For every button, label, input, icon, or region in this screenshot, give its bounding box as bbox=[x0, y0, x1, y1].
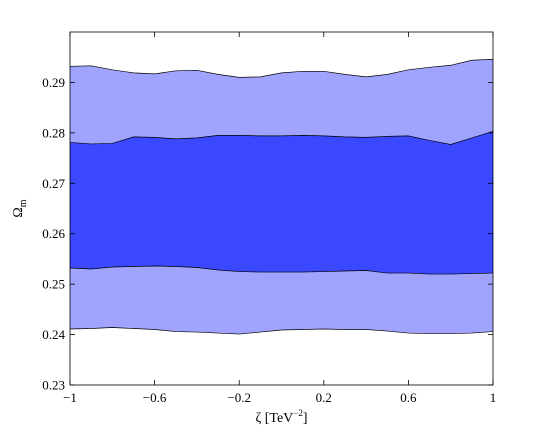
inner-region-lower-contour bbox=[69, 265, 494, 275]
y-tick-label: 0.24 bbox=[42, 327, 65, 342]
outer-region-lower-contour bbox=[69, 327, 494, 335]
x-tick-label: −0.2 bbox=[227, 390, 251, 405]
bands-layer bbox=[69, 58, 494, 335]
y-tick-label: 0.23 bbox=[42, 378, 65, 393]
y-axis: 0.23 0.24 0.25 0.26 0.27 0.28 0.29 bbox=[42, 75, 493, 393]
x-axis-label: ζ [TeV−2] bbox=[255, 408, 307, 426]
x-tick-label: −0.6 bbox=[143, 390, 167, 405]
plot-frame bbox=[69, 31, 494, 386]
y-tick-label: 0.25 bbox=[42, 277, 65, 292]
x-tick-label: −1 bbox=[63, 390, 77, 405]
x-tick-label: 1 bbox=[490, 390, 497, 405]
inner-region-band bbox=[70, 131, 493, 275]
outer-region-upper-contour bbox=[69, 58, 494, 78]
x-tick-label: 0.6 bbox=[400, 390, 417, 405]
y-tick-label: 0.28 bbox=[42, 125, 65, 140]
y-axis-label: Ωm bbox=[11, 199, 29, 217]
x-axis: −1 −0.6 −0.2 0.2 0.6 1 bbox=[63, 32, 496, 405]
y-tick-label: 0.26 bbox=[42, 226, 65, 241]
y-tick-label: 0.27 bbox=[42, 176, 65, 191]
inner-region-upper-contour bbox=[69, 131, 494, 145]
x-tick-label: 0.2 bbox=[316, 390, 332, 405]
y-tick-label: 0.29 bbox=[42, 75, 65, 90]
